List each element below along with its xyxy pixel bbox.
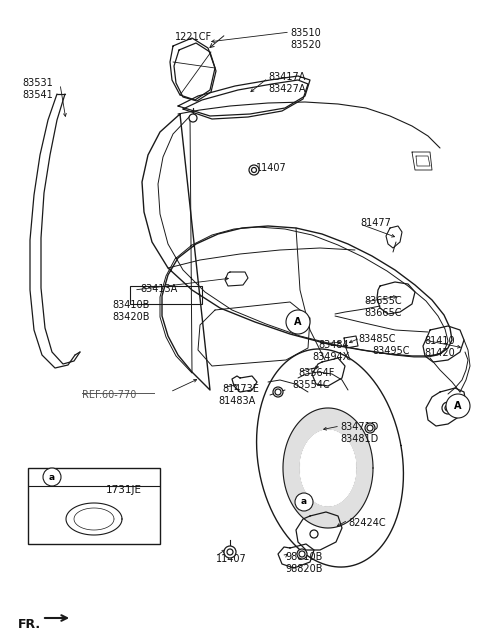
Text: 81483A: 81483A	[218, 396, 255, 406]
Text: 83665C: 83665C	[364, 308, 401, 318]
Text: 82424C: 82424C	[348, 518, 385, 528]
Text: 83520: 83520	[290, 40, 321, 50]
Text: 83410B: 83410B	[112, 300, 149, 310]
Text: a: a	[301, 498, 307, 507]
Polygon shape	[283, 408, 373, 528]
Text: a: a	[49, 473, 55, 482]
Text: 83494X: 83494X	[312, 352, 349, 362]
Text: 98820B: 98820B	[285, 564, 323, 574]
Text: 1221CF: 1221CF	[175, 32, 212, 42]
Text: 83554C: 83554C	[292, 380, 330, 390]
Text: 83484: 83484	[318, 340, 348, 350]
FancyBboxPatch shape	[28, 468, 160, 544]
Circle shape	[273, 387, 283, 397]
Circle shape	[446, 394, 470, 418]
Circle shape	[43, 468, 61, 486]
Circle shape	[189, 114, 197, 122]
Polygon shape	[300, 430, 356, 506]
Text: 83541: 83541	[22, 90, 53, 100]
Text: 83495C: 83495C	[372, 346, 409, 356]
Text: 83417A: 83417A	[268, 72, 305, 82]
Text: 83420B: 83420B	[112, 312, 149, 322]
Circle shape	[365, 423, 375, 433]
Circle shape	[299, 551, 305, 557]
Text: 83485C: 83485C	[358, 334, 396, 344]
Text: 83655C: 83655C	[364, 296, 402, 306]
Text: A: A	[294, 317, 302, 327]
Circle shape	[297, 549, 307, 559]
FancyBboxPatch shape	[130, 286, 202, 304]
Text: 98810B: 98810B	[285, 552, 323, 562]
Text: 83427A: 83427A	[268, 84, 305, 94]
Text: A: A	[454, 401, 462, 411]
Circle shape	[227, 549, 233, 555]
Text: 83471D: 83471D	[340, 422, 378, 432]
Circle shape	[286, 310, 310, 334]
Text: 83531: 83531	[22, 78, 53, 88]
Circle shape	[275, 389, 281, 395]
Text: 81477: 81477	[360, 218, 391, 228]
Circle shape	[310, 530, 318, 538]
Text: 83481D: 83481D	[340, 434, 378, 444]
Circle shape	[367, 425, 373, 431]
Circle shape	[252, 168, 256, 173]
Circle shape	[442, 402, 454, 414]
Text: FR.: FR.	[18, 618, 41, 631]
Circle shape	[249, 165, 259, 175]
Text: 81420: 81420	[424, 348, 455, 358]
Text: 11407: 11407	[256, 163, 287, 173]
Circle shape	[224, 546, 236, 558]
Circle shape	[445, 405, 451, 411]
Text: 11407: 11407	[216, 554, 247, 564]
Text: 1731JE: 1731JE	[106, 485, 142, 495]
Circle shape	[295, 493, 313, 511]
Text: 83564F: 83564F	[298, 368, 335, 378]
Text: 81410: 81410	[424, 336, 455, 346]
Text: 83510: 83510	[290, 28, 321, 38]
Text: REF.60-770: REF.60-770	[82, 390, 136, 400]
Text: 83413A: 83413A	[140, 284, 177, 294]
Text: 81473E: 81473E	[222, 384, 259, 394]
